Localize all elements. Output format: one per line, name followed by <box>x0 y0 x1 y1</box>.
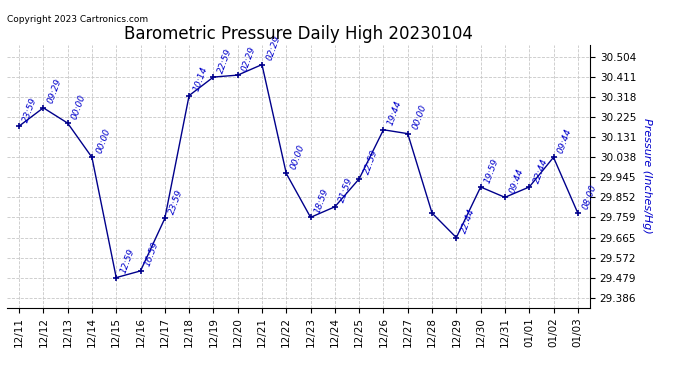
Title: Barometric Pressure Daily High 20230104: Barometric Pressure Daily High 20230104 <box>124 26 473 44</box>
Text: 22:44: 22:44 <box>459 207 477 235</box>
Text: 16:59: 16:59 <box>144 241 161 268</box>
Text: 21:59: 21:59 <box>337 177 355 204</box>
Text: 23:59: 23:59 <box>22 96 39 123</box>
Text: 00:00: 00:00 <box>411 104 428 131</box>
Text: 22:44: 22:44 <box>532 157 549 184</box>
Text: 09:44: 09:44 <box>556 127 573 154</box>
Text: 22:59: 22:59 <box>362 148 380 176</box>
Text: 08:00: 08:00 <box>580 183 598 210</box>
Text: 19:59: 19:59 <box>484 157 501 184</box>
Text: 18:59: 18:59 <box>313 187 331 214</box>
Text: 02:29: 02:29 <box>241 45 258 72</box>
Text: 00:00: 00:00 <box>70 93 88 120</box>
Text: 02:29: 02:29 <box>265 34 282 62</box>
Text: 22:59: 22:59 <box>216 47 233 74</box>
Text: 00:00: 00:00 <box>95 127 112 154</box>
Text: 10:14: 10:14 <box>192 65 209 93</box>
Text: 23:59: 23:59 <box>168 188 185 216</box>
Text: 09:44: 09:44 <box>508 167 525 195</box>
Y-axis label: Pressure (Inches/Hg): Pressure (Inches/Hg) <box>642 118 652 234</box>
Text: 00:00: 00:00 <box>289 143 306 171</box>
Text: Copyright 2023 Cartronics.com: Copyright 2023 Cartronics.com <box>7 15 148 24</box>
Text: 09:29: 09:29 <box>46 78 63 105</box>
Text: 19:44: 19:44 <box>386 99 404 127</box>
Text: 12:59: 12:59 <box>119 247 137 275</box>
